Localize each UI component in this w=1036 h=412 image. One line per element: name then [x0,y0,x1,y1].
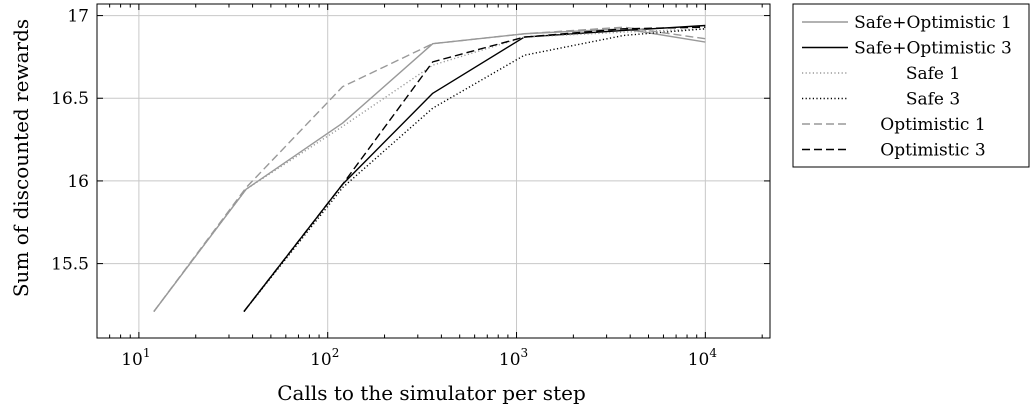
series-6 [243,26,706,312]
series-point [524,33,526,35]
series-layer [153,24,707,312]
series-point [705,38,707,40]
series-point [432,43,434,45]
y-tick-label: 15.5 [51,255,89,275]
series-5 [153,26,706,312]
series-point [245,187,247,189]
x-tick-label: 101 [121,346,150,370]
series-point [623,31,625,33]
series-line [153,28,706,312]
series-point [342,183,344,185]
series-point [342,86,344,88]
series-point [153,311,155,313]
series-line [243,28,706,312]
legend-label: Safe+Optimistic 1 [854,13,1012,33]
x-tick-base: 10 [499,350,521,370]
series-point [432,107,434,109]
series-point [342,122,344,124]
series-point [524,54,526,56]
series-3 [153,28,706,312]
legend-label: Safe 1 [906,64,960,84]
series-point [705,26,707,28]
legend-label: Optimistic 1 [880,115,985,135]
series-point [705,28,707,30]
x-tick-exponent: 2 [332,346,340,360]
legend-frame [792,3,1030,168]
y-tick-label: 17 [67,7,89,27]
x-tick-exponent: 4 [709,346,717,360]
series-point [432,92,434,94]
series-1 [153,28,706,312]
x-axis-title: Calls to the simulator per step [277,381,586,405]
y-tick-label: 16 [67,172,89,192]
series-point [623,30,625,32]
legend: Safe+Optimistic 1 Safe+Optimistic 3 Safe 1… [792,3,1030,168]
y-tick-label: 16.5 [51,89,89,109]
series-2 [243,24,707,312]
x-tick-base: 10 [121,350,143,370]
grid [97,4,770,338]
x-tick-exponent: 3 [521,346,529,360]
legend-label: Safe+Optimistic 3 [854,39,1012,59]
series-point [342,187,344,189]
legend-label: Optimistic 3 [880,141,985,161]
plot-frame [96,3,771,339]
series-point [623,35,625,37]
series-point [623,26,625,28]
series-point [243,311,245,313]
series-point [432,61,434,63]
series-point [245,188,247,190]
x-tick-base: 10 [310,350,332,370]
series-point [524,36,526,38]
series-line [153,26,706,312]
series-point [705,41,707,43]
legend-label: Safe 3 [906,90,960,110]
series-line [243,26,706,312]
x-tick-label: 103 [499,346,528,370]
series-point [342,126,344,128]
x-tick-exponent: 1 [143,346,151,360]
x-tick-label: 102 [310,346,339,370]
series-point [432,64,434,66]
series-point [705,25,707,27]
x-tick-base: 10 [688,350,710,370]
x-tick-label: 104 [688,346,718,370]
series-4 [243,28,706,312]
series-line [153,28,706,312]
y-axis-title: Sum of discounted rewards [9,19,33,297]
series-line [243,24,706,312]
series-point [623,28,625,30]
